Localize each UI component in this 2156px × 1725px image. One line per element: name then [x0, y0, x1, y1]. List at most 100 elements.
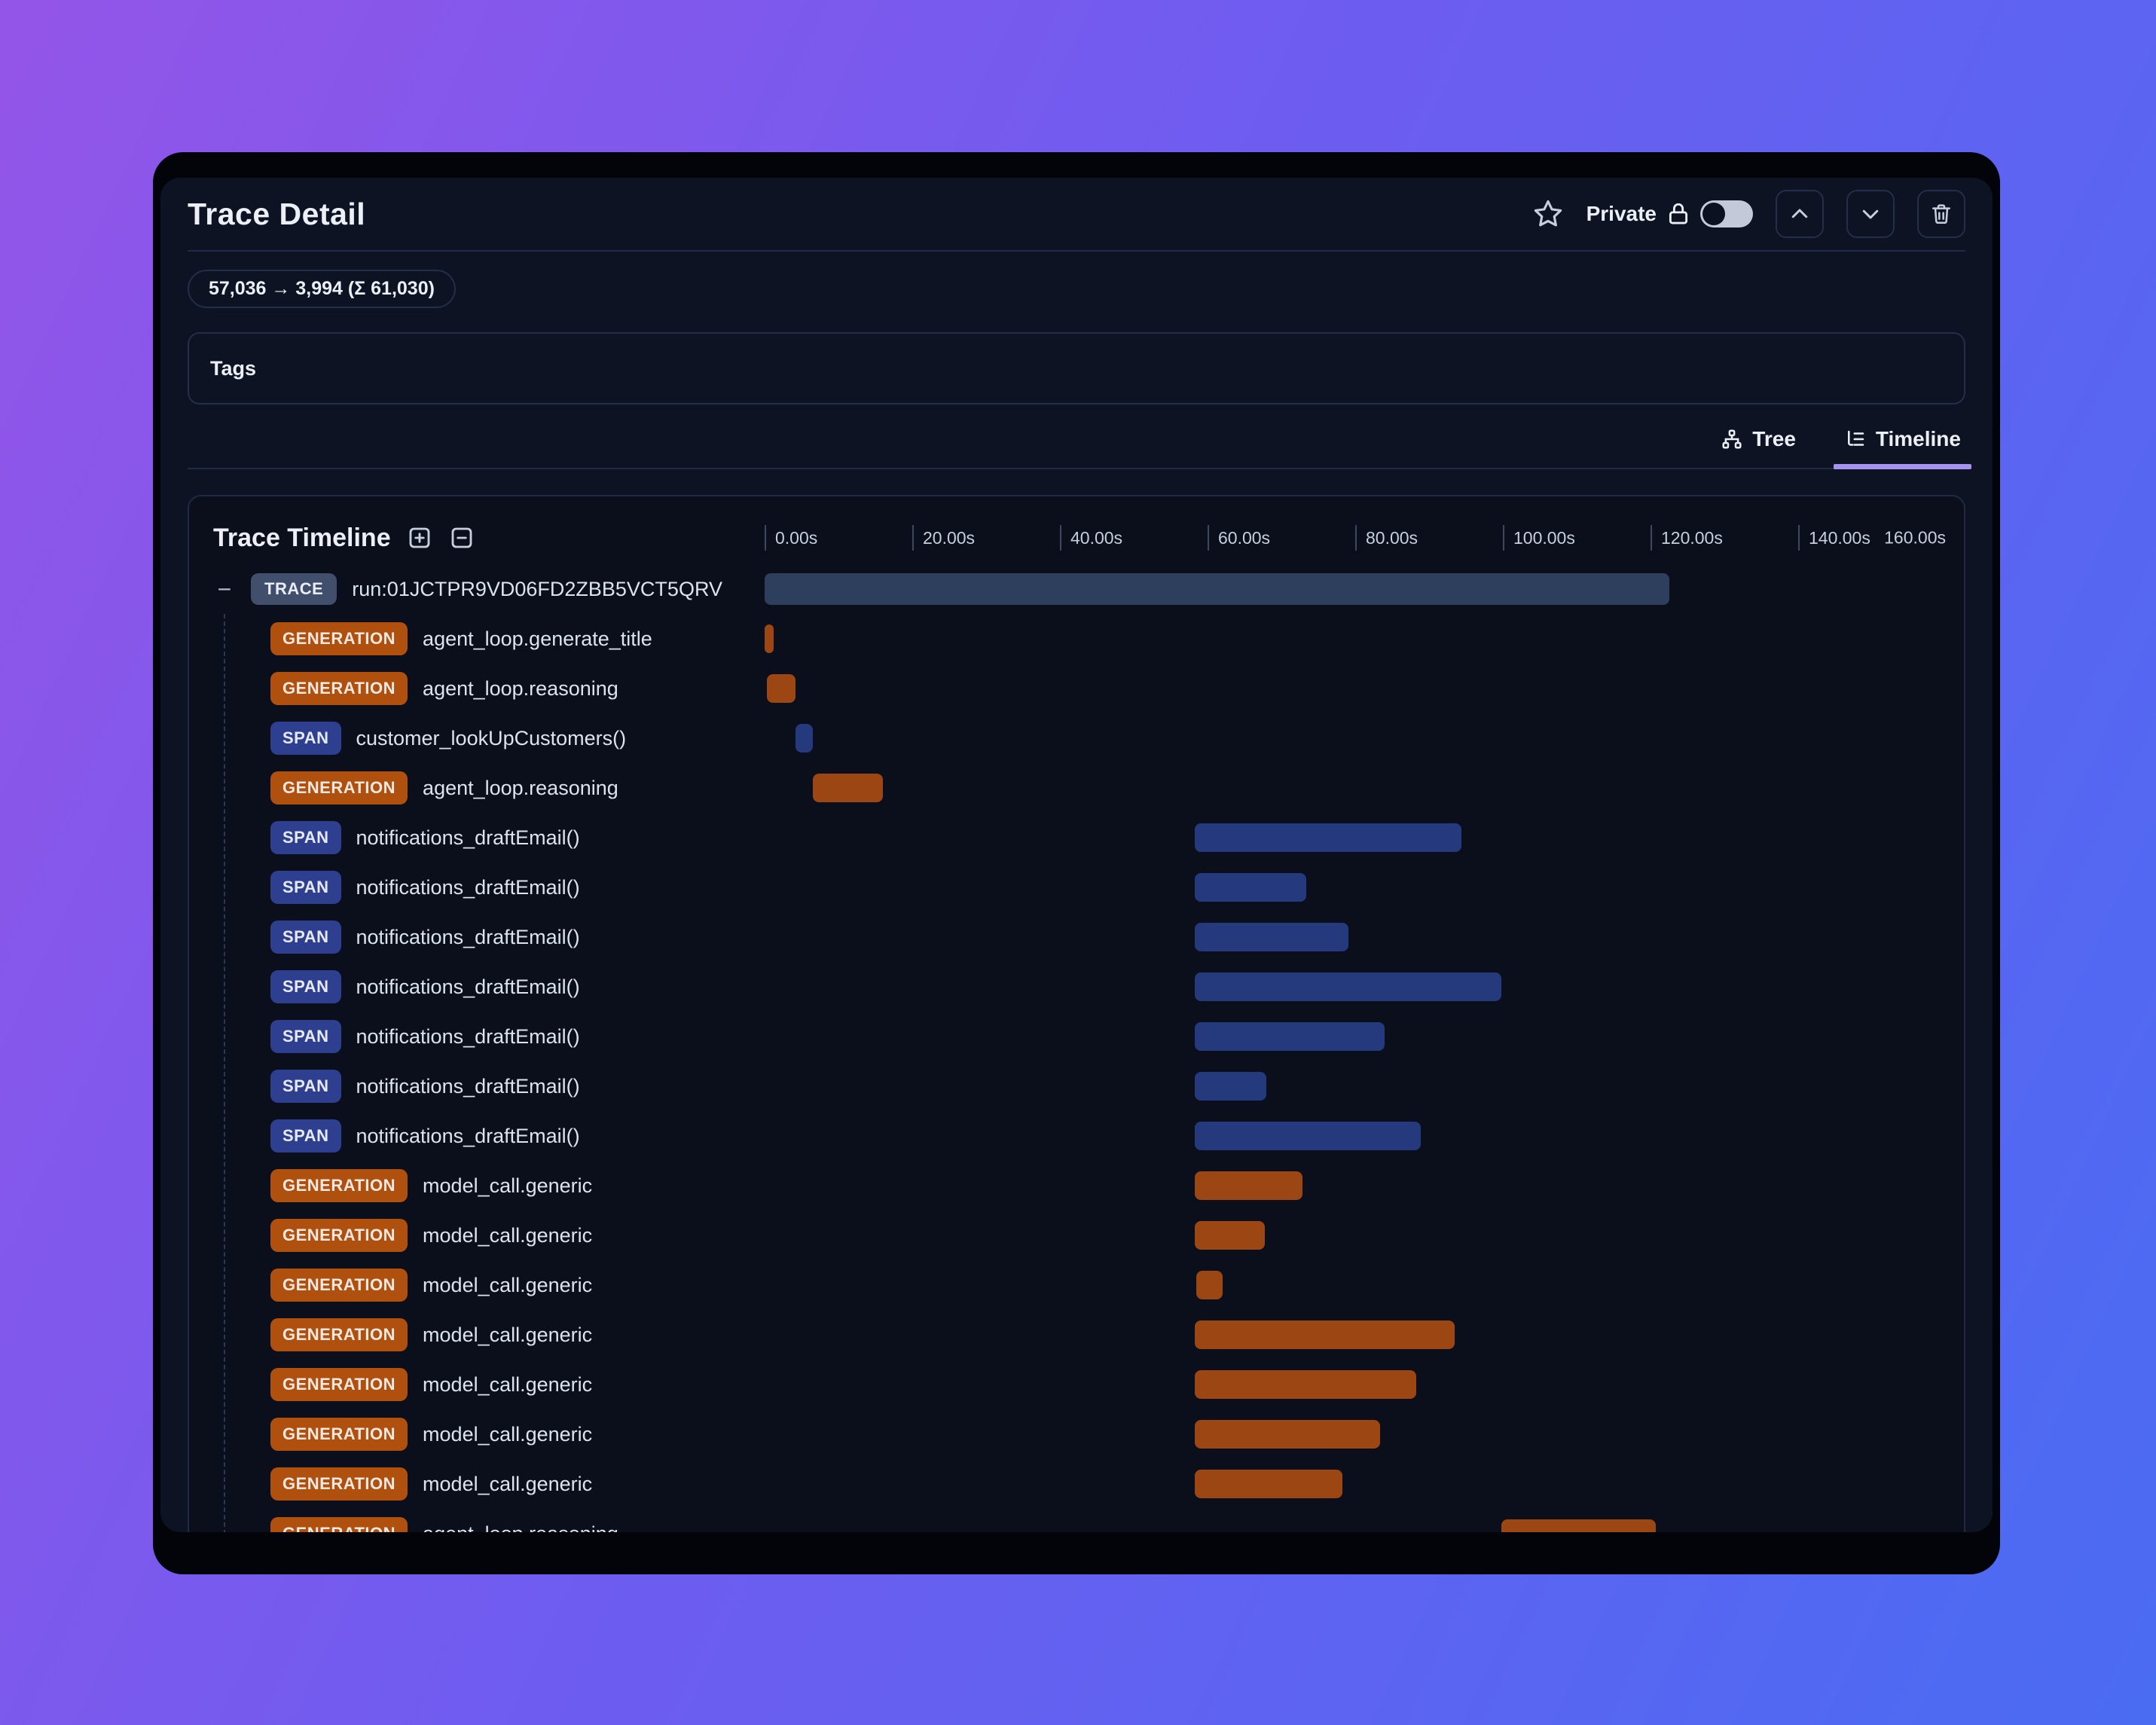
- span-duration-bar[interactable]: [1195, 873, 1307, 902]
- span-row[interactable]: SPAN notifications_draftEmail(): [207, 1111, 1946, 1161]
- span-duration-bar[interactable]: [1195, 1122, 1422, 1150]
- generation-duration-bar[interactable]: [1195, 1470, 1343, 1498]
- row-type-badge: GENERATION: [270, 1219, 408, 1252]
- row-label-cell: SPAN notifications_draftEmail(): [207, 970, 765, 1003]
- row-name: notifications_draftEmail(): [356, 1124, 580, 1147]
- row-type-badge: GENERATION: [270, 1318, 408, 1351]
- trash-icon: [1929, 202, 1953, 226]
- generation-duration-bar[interactable]: [765, 624, 774, 653]
- delete-trace-button[interactable]: [1917, 190, 1965, 238]
- generation-row[interactable]: GENERATION agent_loop.generate_title: [207, 614, 1946, 664]
- privacy-toggle[interactable]: [1700, 200, 1753, 227]
- row-label-cell: − TRACE run:01JCTPR9VD06FD2ZBB5VCT5QRV: [207, 573, 765, 605]
- generation-duration-bar[interactable]: [1501, 1519, 1656, 1532]
- collapse-all-button[interactable]: [448, 524, 475, 551]
- row-name: agent_loop.reasoning: [423, 1522, 618, 1533]
- row-label-cell: GENERATION model_call.generic: [207, 1318, 765, 1351]
- privacy-label: Private: [1586, 202, 1657, 225]
- generation-duration-bar[interactable]: [1196, 1271, 1223, 1299]
- bar-area: [765, 1260, 1946, 1310]
- row-type-badge: SPAN: [270, 1020, 341, 1053]
- header-divider: [188, 250, 1965, 252]
- generation-duration-bar[interactable]: [766, 674, 796, 703]
- row-name: agent_loop.reasoning: [423, 676, 618, 700]
- move-up-button[interactable]: [1776, 190, 1824, 238]
- trace-duration-bar[interactable]: [765, 573, 1669, 605]
- generation-row[interactable]: GENERATION model_call.generic: [207, 1459, 1946, 1509]
- star-button[interactable]: [1532, 198, 1564, 230]
- bar-area: [765, 912, 1946, 962]
- tab-label: Timeline: [1875, 427, 1961, 450]
- row-type-badge: SPAN: [270, 871, 341, 904]
- star-icon: [1532, 198, 1564, 230]
- generation-duration-bar[interactable]: [1195, 1320, 1455, 1349]
- generation-duration-bar[interactable]: [1195, 1420, 1381, 1449]
- generation-row[interactable]: GENERATION agent_loop.reasoning: [207, 664, 1946, 713]
- trace-row[interactable]: − TRACE run:01JCTPR9VD06FD2ZBB5VCT5QRV: [207, 564, 1946, 614]
- trace-timeline-panel: Trace Timeline: [188, 495, 1965, 1532]
- row-type-badge: SPAN: [270, 921, 341, 954]
- row-name: model_call.generic: [423, 1472, 593, 1495]
- row-type-badge: GENERATION: [270, 622, 408, 655]
- tab-timeline[interactable]: Timeline: [1833, 411, 1972, 469]
- tags-field[interactable]: Tags: [188, 332, 1965, 405]
- bar-area: [765, 763, 1946, 813]
- generation-row[interactable]: GENERATION model_call.generic: [207, 1360, 1946, 1409]
- row-label-cell: SPAN customer_lookUpCustomers(): [207, 722, 765, 755]
- generation-row[interactable]: GENERATION agent_loop.reasoning: [207, 1509, 1946, 1532]
- tick-label: 120.00s: [1661, 527, 1723, 548]
- generation-duration-bar[interactable]: [812, 774, 883, 802]
- row-type-badge: GENERATION: [270, 672, 408, 705]
- generation-row[interactable]: GENERATION model_call.generic: [207, 1310, 1946, 1360]
- bar-area: [765, 962, 1946, 1012]
- row-name: notifications_draftEmail(): [356, 826, 580, 849]
- tick-label: 160.00s: [1884, 527, 1946, 548]
- generation-duration-bar[interactable]: [1195, 1171, 1303, 1200]
- collapse-toggle[interactable]: −: [217, 576, 232, 603]
- row-name: model_call.generic: [423, 1372, 593, 1396]
- generation-row[interactable]: GENERATION model_call.generic: [207, 1409, 1946, 1459]
- generation-row[interactable]: GENERATION model_call.generic: [207, 1260, 1946, 1310]
- span-row[interactable]: SPAN notifications_draftEmail(): [207, 912, 1946, 962]
- expand-all-button[interactable]: [406, 524, 433, 551]
- generation-duration-bar[interactable]: [1195, 1370, 1417, 1399]
- generation-row[interactable]: GENERATION model_call.generic: [207, 1161, 1946, 1211]
- row-name: run:01JCTPR9VD06FD2ZBB5VCT5QRV: [352, 577, 722, 600]
- span-row[interactable]: SPAN notifications_draftEmail(): [207, 1012, 1946, 1061]
- bar-area: [765, 862, 1946, 912]
- generation-row[interactable]: GENERATION agent_loop.reasoning: [207, 763, 1946, 813]
- tick-mark: [912, 525, 914, 551]
- row-name: model_call.generic: [423, 1323, 593, 1346]
- toggle-knob: [1703, 203, 1725, 225]
- row-label-cell: GENERATION model_call.generic: [207, 1269, 765, 1302]
- span-duration-bar[interactable]: [796, 724, 813, 753]
- tab-tree[interactable]: Tree: [1716, 411, 1800, 468]
- span-duration-bar[interactable]: [1195, 823, 1462, 852]
- app-window: Trace Detail Private: [153, 152, 2000, 1574]
- bar-area: [765, 1111, 1946, 1161]
- span-duration-bar[interactable]: [1195, 972, 1502, 1001]
- span-row[interactable]: SPAN notifications_draftEmail(): [207, 962, 1946, 1012]
- span-duration-bar[interactable]: [1195, 1072, 1267, 1101]
- row-label-cell: GENERATION model_call.generic: [207, 1418, 765, 1451]
- span-row[interactable]: SPAN customer_lookUpCustomers(): [207, 713, 1946, 763]
- span-row[interactable]: SPAN notifications_draftEmail(): [207, 813, 1946, 862]
- generation-duration-bar[interactable]: [1195, 1221, 1266, 1250]
- row-label-cell: GENERATION agent_loop.generate_title: [207, 622, 765, 655]
- span-duration-bar[interactable]: [1195, 1022, 1385, 1051]
- header: Trace Detail Private: [188, 178, 1965, 250]
- span-row[interactable]: SPAN notifications_draftEmail(): [207, 1061, 1946, 1111]
- move-down-button[interactable]: [1846, 190, 1895, 238]
- span-row[interactable]: SPAN notifications_draftEmail(): [207, 862, 1946, 912]
- row-type-badge: GENERATION: [270, 1368, 408, 1401]
- span-duration-bar[interactable]: [1195, 923, 1349, 951]
- tags-label: Tags: [210, 356, 257, 380]
- axis-tick: 60.00s: [1208, 525, 1270, 551]
- generation-row[interactable]: GENERATION model_call.generic: [207, 1211, 1946, 1260]
- row-name: notifications_draftEmail(): [356, 875, 580, 899]
- bar-area: [765, 1409, 1946, 1459]
- row-label-cell: SPAN notifications_draftEmail(): [207, 871, 765, 904]
- view-tabs: Tree Timeline: [188, 411, 1972, 469]
- row-name: agent_loop.generate_title: [423, 627, 652, 650]
